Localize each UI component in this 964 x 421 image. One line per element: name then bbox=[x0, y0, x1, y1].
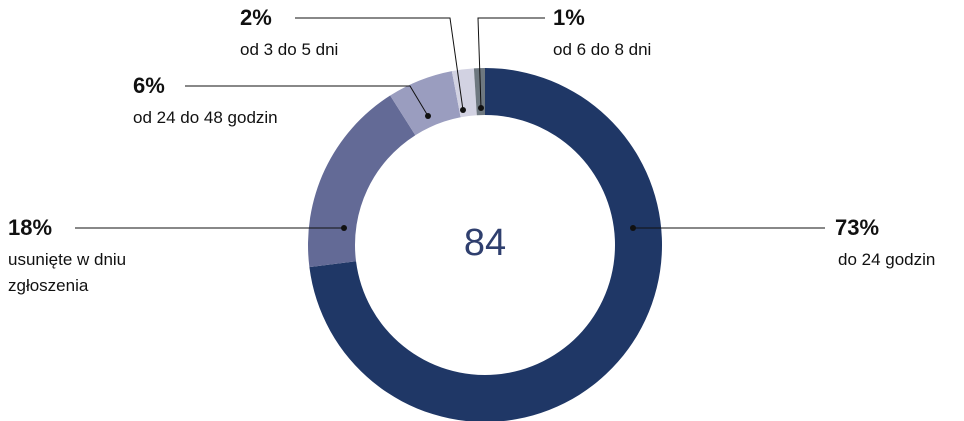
category-label: od 24 do 48 godzin bbox=[133, 108, 278, 127]
value-label: 18% bbox=[8, 215, 53, 240]
donut-segment bbox=[308, 95, 416, 268]
value-label: 1% bbox=[553, 5, 585, 30]
leader-line bbox=[295, 17, 464, 111]
leader-dot bbox=[460, 107, 466, 113]
leader-dot bbox=[630, 225, 636, 231]
donut-segment bbox=[473, 68, 485, 116]
category-label: od 3 do 5 dni bbox=[240, 40, 339, 59]
value-label: 6% bbox=[133, 73, 165, 98]
leader-line bbox=[477, 17, 545, 109]
category-label: od 6 do 8 dni bbox=[553, 40, 652, 59]
leader-line bbox=[185, 85, 429, 117]
leader-dot bbox=[425, 113, 431, 119]
category-label: do 24 godzin bbox=[838, 250, 936, 269]
center-label: 84 bbox=[464, 222, 506, 264]
value-label: 73% bbox=[835, 215, 880, 240]
donut-segment bbox=[451, 68, 477, 118]
leader-dot bbox=[478, 105, 484, 111]
donut-segment bbox=[390, 71, 461, 136]
value-label: 2% bbox=[240, 5, 272, 30]
category-label: usunięte w dniu zgłoszenia bbox=[8, 250, 127, 295]
leader-dot bbox=[341, 225, 347, 231]
